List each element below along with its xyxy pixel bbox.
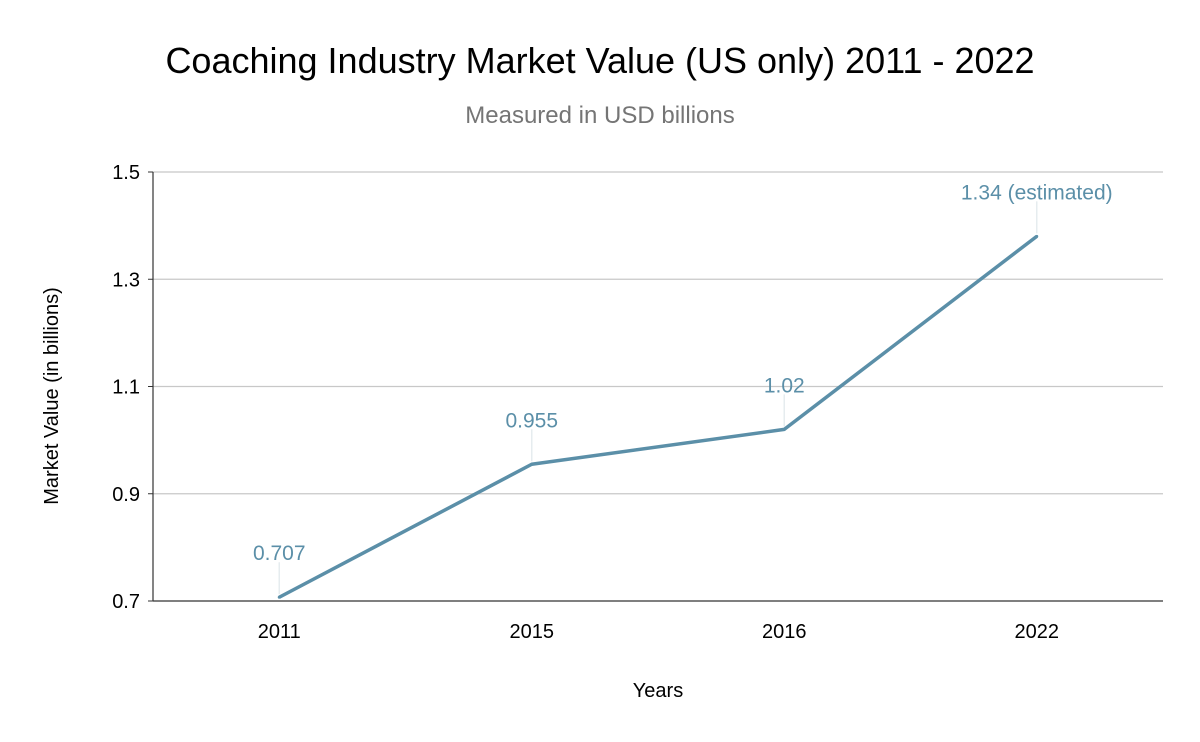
data-point xyxy=(1035,234,1039,238)
data-point xyxy=(277,595,281,599)
data-point xyxy=(782,427,786,431)
data-label: 1.34 (estimated) xyxy=(961,181,1113,204)
y-tick-label: 0.9 xyxy=(112,484,140,506)
x-tick-label: 2016 xyxy=(762,621,807,643)
data-point xyxy=(530,462,534,466)
x-tick-label: 2011 xyxy=(258,621,301,643)
x-tick-label: 2015 xyxy=(510,621,555,643)
y-axis-label: Market Value (in billions) xyxy=(41,287,63,505)
data-label: 0.707 xyxy=(253,542,306,565)
y-tick-label: 1.5 xyxy=(112,162,140,184)
chart-subtitle: Measured in USD billions xyxy=(465,102,735,129)
y-tick-label: 0.7 xyxy=(112,591,140,613)
y-tick-label: 1.1 xyxy=(112,377,140,399)
series-line xyxy=(278,234,1038,599)
x-axis-label: Years xyxy=(633,680,683,702)
data-label: 1.02 xyxy=(764,374,805,397)
chart-title: Coaching Industry Market Value (US only)… xyxy=(165,40,1035,81)
x-tick-label: 2022 xyxy=(1015,621,1060,643)
y-tick-label: 1.3 xyxy=(112,269,140,291)
data-label: 0.955 xyxy=(505,409,558,432)
